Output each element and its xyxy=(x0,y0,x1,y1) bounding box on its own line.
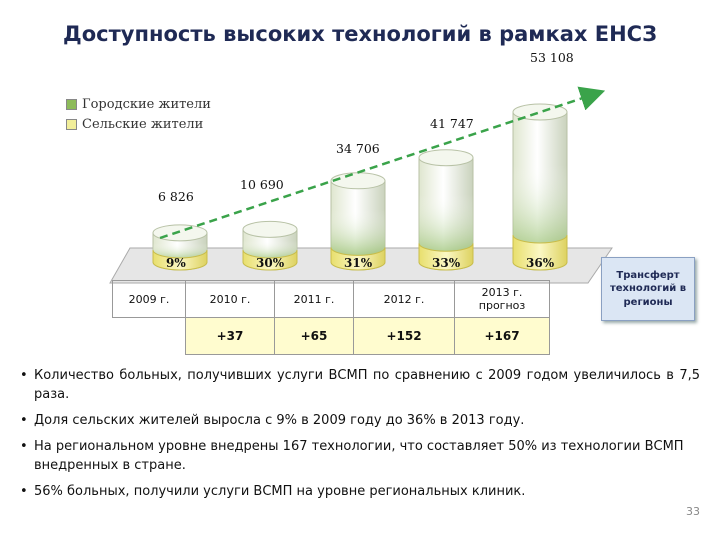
delta-cell: +65 xyxy=(274,317,354,355)
bullet-list: Количество больных, получивших услуги ВС… xyxy=(20,366,700,508)
bar-top xyxy=(330,172,386,190)
delta-cell: +37 xyxy=(185,317,275,355)
year-cell: 2012 г. xyxy=(353,280,455,318)
bullet-item: Доля сельских жителей выросла с 9% в 200… xyxy=(20,411,700,430)
legend-swatch-rural xyxy=(66,118,77,130)
legend-item-rural: Сельские жители xyxy=(66,114,211,134)
delta-cell xyxy=(113,318,186,355)
bar-top xyxy=(512,103,568,121)
value-label: 6 826 xyxy=(158,188,194,204)
delta-cell: +152 xyxy=(353,317,455,355)
bullet-item: 56% больных, получили услуги ВСМП на уро… xyxy=(20,482,700,501)
bar-rural-segment xyxy=(418,243,474,271)
bar-top xyxy=(418,149,474,167)
bar-rural-segment xyxy=(152,249,208,271)
rural-share-label: 9% xyxy=(166,256,186,270)
legend-swatch-urban xyxy=(66,98,77,110)
bullet-item: Количество больных, получивших услуги ВС… xyxy=(20,366,700,404)
delta-cell: +167 xyxy=(454,317,550,355)
bar-rural-segment xyxy=(330,247,386,271)
transfer-box: Трансферт технологий в регионы xyxy=(601,257,695,321)
rural-share-label: 31% xyxy=(344,256,373,270)
legend-label-rural: Сельские жители xyxy=(82,116,204,132)
year-cell: 2010 г. xyxy=(185,280,275,318)
year-cell: 2013 г. прогноз xyxy=(454,280,550,318)
page-number: 33 xyxy=(686,505,700,518)
years-row: 2009 г. 2010 г. 2011 г. 2012 г. 2013 г. … xyxy=(112,280,550,318)
year-cell: 2011 г. xyxy=(274,280,354,318)
value-label: 41 747 xyxy=(430,115,474,131)
bar-rural-segment xyxy=(242,249,298,271)
bar-rural-segment xyxy=(512,234,568,271)
trend-arrow xyxy=(159,86,606,240)
legend-label-urban: Городские жители xyxy=(82,96,211,112)
bullet-item: На региональном уровне внедрены 167 техн… xyxy=(20,437,700,475)
bar-3 xyxy=(418,149,474,271)
deltas-row: +37 +65 +152 +167 xyxy=(113,317,550,355)
bar-0 xyxy=(152,224,208,271)
rural-share-label: 36% xyxy=(526,256,555,270)
bar-top xyxy=(242,220,298,238)
years-table: 2009 г. 2010 г. 2011 г. 2012 г. 2013 г. … xyxy=(112,280,550,355)
value-label: 10 690 xyxy=(240,177,284,193)
bar-4 xyxy=(512,103,568,271)
value-label: 34 706 xyxy=(336,140,380,156)
bar-1 xyxy=(242,220,298,271)
legend: Городские жители Сельские жители xyxy=(66,94,211,134)
year-cell: 2009 г. xyxy=(112,280,186,318)
bar-2 xyxy=(330,172,386,271)
rural-share-label: 30% xyxy=(256,256,285,270)
legend-item-urban: Городские жители xyxy=(66,94,211,114)
page-title: Доступность высоких технологий в рамках … xyxy=(63,22,657,46)
rural-share-label: 33% xyxy=(432,256,461,270)
value-label: 53 108 xyxy=(530,50,574,65)
